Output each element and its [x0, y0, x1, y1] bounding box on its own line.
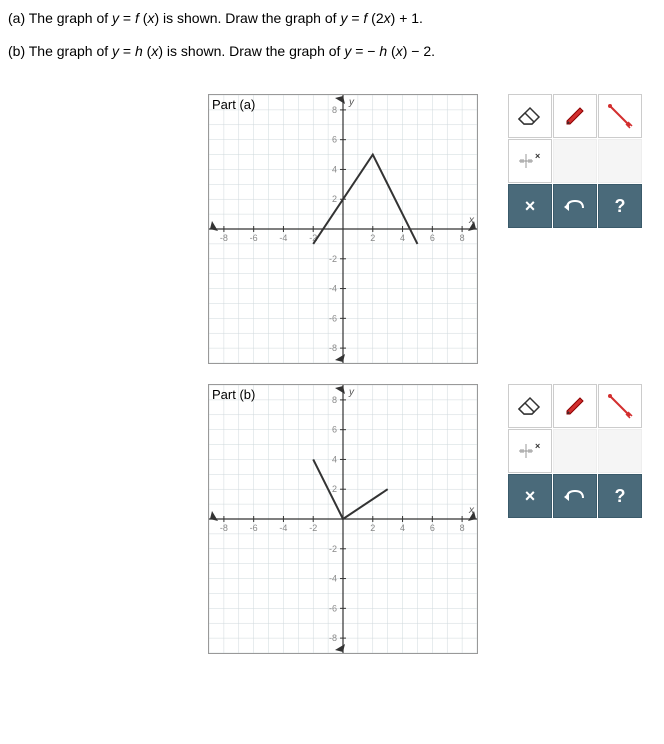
prompt-b: (b) The graph of y = h (x) is shown. Dra… [8, 41, 656, 62]
svg-text:x: x [468, 215, 475, 226]
tool-empty-a-2 [598, 139, 642, 183]
svg-text:-8: -8 [329, 633, 337, 643]
svg-text:-4: -4 [279, 523, 287, 533]
eraser-tool-b[interactable] [508, 384, 552, 428]
svg-text:2: 2 [332, 484, 337, 494]
svg-text:-8: -8 [220, 233, 228, 243]
pen-icon [563, 104, 587, 128]
graph-svg-b: -8-6-4-22468-8-6-4-22468xy [209, 385, 477, 653]
svg-text:8: 8 [460, 523, 465, 533]
eraser-icon [517, 396, 543, 416]
eraser-tool-a[interactable] [508, 94, 552, 138]
svg-text:-4: -4 [329, 284, 337, 294]
eraser-icon [517, 106, 543, 126]
zoom-icon: × [517, 150, 543, 172]
svg-text:-4: -4 [329, 574, 337, 584]
zoom-tool-a[interactable]: × [508, 139, 552, 183]
svg-text:4: 4 [400, 233, 405, 243]
graph-canvas-a[interactable]: Part (a) -8-6-4-22468-8-6-4-22468xy [208, 94, 478, 364]
pen-icon [563, 394, 587, 418]
help-icon: ? [615, 486, 626, 507]
svg-text:×: × [535, 151, 540, 161]
svg-text:2: 2 [370, 523, 375, 533]
svg-text:4: 4 [332, 164, 337, 174]
prompt-a: (a) The graph of y = f (x) is shown. Dra… [8, 8, 656, 29]
undo-tool-b[interactable] [553, 474, 597, 518]
close-icon: × [525, 486, 536, 507]
svg-text:4: 4 [400, 523, 405, 533]
pen-tool-a[interactable] [553, 94, 597, 138]
svg-text:-6: -6 [329, 313, 337, 323]
help-icon: ? [615, 196, 626, 217]
close-tool-b[interactable]: × [508, 474, 552, 518]
zoom-icon: × [517, 440, 543, 462]
graph-svg-a: -8-6-4-22468-8-6-4-22468xy [209, 95, 477, 363]
help-tool-b[interactable]: ? [598, 474, 642, 518]
svg-text:-8: -8 [329, 343, 337, 353]
close-tool-a[interactable]: × [508, 184, 552, 228]
svg-text:2: 2 [370, 233, 375, 243]
tool-empty-b-1 [553, 429, 597, 473]
tool-palette-a: × × ? [508, 94, 644, 229]
svg-text:6: 6 [332, 425, 337, 435]
svg-text:-8: -8 [220, 523, 228, 533]
line-icon [606, 392, 634, 420]
pen-tool-b[interactable] [553, 384, 597, 428]
line-tool-b[interactable] [598, 384, 642, 428]
graph-canvas-b[interactable]: Part (b) -8-6-4-22468-8-6-4-22468xy [208, 384, 478, 654]
svg-text:8: 8 [460, 233, 465, 243]
svg-text:6: 6 [430, 523, 435, 533]
svg-text:-6: -6 [250, 233, 258, 243]
help-tool-a[interactable]: ? [598, 184, 642, 228]
svg-text:y: y [348, 387, 355, 398]
svg-text:6: 6 [332, 135, 337, 145]
svg-text:-6: -6 [329, 603, 337, 613]
tool-palette-b: × × ? [508, 384, 644, 519]
svg-text:8: 8 [332, 105, 337, 115]
svg-text:8: 8 [332, 395, 337, 405]
zoom-tool-b[interactable]: × [508, 429, 552, 473]
part-label-b: Part (b) [212, 387, 255, 402]
svg-text:6: 6 [430, 233, 435, 243]
close-icon: × [525, 196, 536, 217]
part-label-a: Part (a) [212, 97, 255, 112]
tool-empty-a-1 [553, 139, 597, 183]
undo-icon [564, 488, 586, 504]
svg-text:2: 2 [332, 194, 337, 204]
svg-text:y: y [348, 97, 355, 108]
svg-text:×: × [535, 441, 540, 451]
line-icon [606, 102, 634, 130]
svg-text:4: 4 [332, 454, 337, 464]
svg-text:-2: -2 [329, 544, 337, 554]
svg-text:-6: -6 [250, 523, 258, 533]
svg-text:-2: -2 [309, 523, 317, 533]
undo-icon [564, 198, 586, 214]
undo-tool-a[interactable] [553, 184, 597, 228]
line-tool-a[interactable] [598, 94, 642, 138]
svg-text:-2: -2 [329, 254, 337, 264]
tool-empty-b-2 [598, 429, 642, 473]
svg-text:x: x [468, 505, 475, 516]
svg-text:-4: -4 [279, 233, 287, 243]
